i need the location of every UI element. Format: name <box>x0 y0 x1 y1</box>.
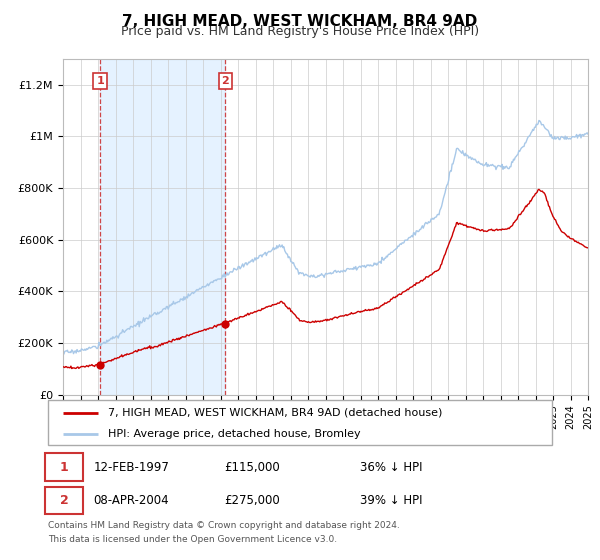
Text: 1: 1 <box>60 460 68 474</box>
Bar <box>100 59 225 395</box>
Text: 7, HIGH MEAD, WEST WICKHAM, BR4 9AD (detached house): 7, HIGH MEAD, WEST WICKHAM, BR4 9AD (det… <box>109 408 443 418</box>
Text: 36% ↓ HPI: 36% ↓ HPI <box>361 460 423 474</box>
Text: Contains HM Land Registry data © Crown copyright and database right 2024.: Contains HM Land Registry data © Crown c… <box>48 521 400 530</box>
Text: 08-APR-2004: 08-APR-2004 <box>94 494 169 507</box>
Text: This data is licensed under the Open Government Licence v3.0.: This data is licensed under the Open Gov… <box>48 535 337 544</box>
Text: £115,000: £115,000 <box>224 460 280 474</box>
Text: HPI: Average price, detached house, Bromley: HPI: Average price, detached house, Brom… <box>109 428 361 438</box>
Text: 12-FEB-1997: 12-FEB-1997 <box>94 460 169 474</box>
Text: Price paid vs. HM Land Registry's House Price Index (HPI): Price paid vs. HM Land Registry's House … <box>121 25 479 38</box>
Text: 2: 2 <box>60 494 68 507</box>
Text: 39% ↓ HPI: 39% ↓ HPI <box>361 494 423 507</box>
FancyBboxPatch shape <box>46 454 83 480</box>
Text: 7, HIGH MEAD, WEST WICKHAM, BR4 9AD: 7, HIGH MEAD, WEST WICKHAM, BR4 9AD <box>122 14 478 29</box>
FancyBboxPatch shape <box>46 487 83 514</box>
Text: 1: 1 <box>96 76 104 86</box>
Text: £275,000: £275,000 <box>224 494 280 507</box>
Text: 2: 2 <box>221 76 229 86</box>
